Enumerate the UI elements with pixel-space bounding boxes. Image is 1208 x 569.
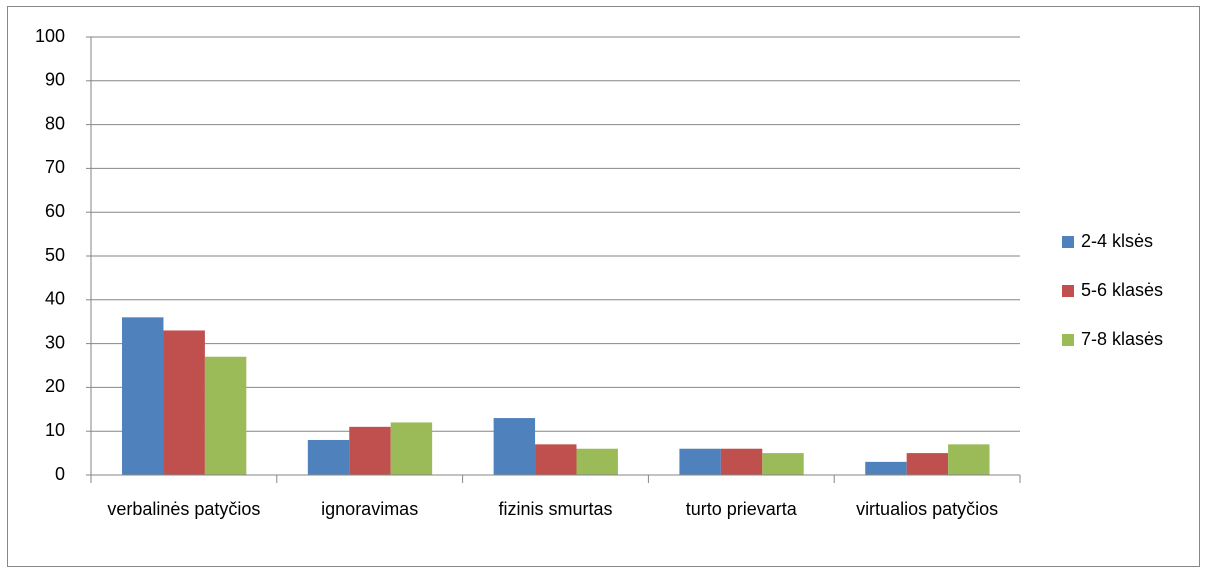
y-tick-label: 10 (45, 420, 65, 440)
y-tick-label: 30 (45, 332, 65, 352)
x-tick-label: virtualios patyčios (856, 499, 999, 519)
bar (679, 448, 721, 475)
y-tick-label: 100 (35, 26, 65, 46)
bar (204, 356, 247, 475)
bar (349, 426, 391, 475)
y-tick-label: 60 (45, 201, 65, 221)
y-tick-label: 0 (55, 464, 65, 484)
bar (762, 453, 804, 475)
legend-swatch (1062, 285, 1074, 297)
y-tick-label: 70 (45, 157, 65, 177)
y-tick-label: 50 (45, 245, 65, 265)
legend-label: 5-6 klasės (1081, 280, 1163, 300)
legend-label: 2-4 klsės (1081, 231, 1153, 251)
legend-label: 7-8 klasės (1081, 329, 1163, 349)
y-tick-label: 80 (45, 113, 65, 133)
bar (720, 448, 763, 475)
bar (576, 448, 618, 475)
y-tick-label: 20 (45, 376, 65, 396)
legend-swatch (1062, 236, 1074, 248)
chart-border (7, 6, 1200, 567)
y-tick-label: 40 (45, 289, 65, 309)
bar (865, 461, 907, 475)
bar (906, 453, 949, 475)
legend-swatch (1062, 334, 1074, 346)
bar (493, 418, 536, 475)
x-tick-label: ignoravimas (321, 499, 419, 519)
x-tick-label: turto prievarta (685, 499, 797, 519)
x-tick-label: fizinis smurtas (498, 499, 613, 519)
bar (390, 422, 433, 475)
bar (122, 317, 164, 475)
bar (535, 444, 577, 475)
bar (948, 444, 990, 475)
bar (307, 439, 350, 475)
x-tick-label: verbalinės patyčios (107, 499, 261, 519)
y-tick-label: 90 (45, 70, 65, 90)
bar (163, 330, 205, 475)
